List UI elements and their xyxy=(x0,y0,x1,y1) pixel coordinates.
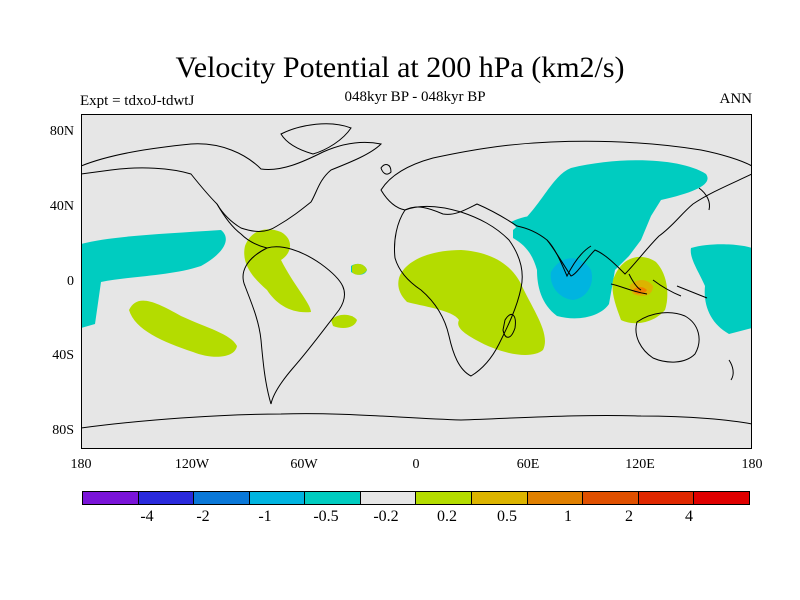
lon-label-0: 0 xyxy=(412,457,420,472)
coastline-north-america xyxy=(81,141,383,232)
colorbar-label: -1 xyxy=(258,508,272,525)
colorbar-swatch xyxy=(694,492,749,504)
colorbar-swatch xyxy=(472,492,528,504)
lon-label-60e: 60E xyxy=(516,457,540,472)
lon-label-180w: 180 xyxy=(70,457,92,472)
coastline-south-america xyxy=(242,246,345,405)
lat-label-80n: 80N xyxy=(49,124,74,139)
contour-strong-negative-indian-ocean xyxy=(550,258,593,300)
lat-label-80s: 80S xyxy=(52,423,74,438)
colorbar-swatch xyxy=(305,492,361,504)
colorbar-swatch xyxy=(360,492,417,504)
lon-label-120w: 120W xyxy=(174,457,210,472)
lat-label-0: 0 xyxy=(67,274,74,289)
colorbar-swatch xyxy=(638,492,695,504)
experiment-label: Expt = tdxoJ-tdwtJ xyxy=(80,93,195,109)
chart-subtitle: 048kyr BP - 048kyr BP xyxy=(344,89,486,105)
coastline-greenland xyxy=(280,123,352,155)
lon-label-180e: 180 xyxy=(741,457,763,472)
coastline-central-america xyxy=(216,203,268,249)
colorbar-label: 0.2 xyxy=(437,508,457,525)
contour-negative-east-pacific xyxy=(81,230,226,328)
coastline-eurasia xyxy=(380,140,752,277)
colorbar-label: -4 xyxy=(140,508,154,525)
colorbar-swatch xyxy=(249,492,306,504)
coastline-new-zealand xyxy=(728,359,734,381)
contour-fills xyxy=(81,160,752,357)
contour-positive-africa xyxy=(398,250,545,355)
colorbar-label: 4 xyxy=(685,508,693,525)
colorbar-label: -2 xyxy=(196,508,210,525)
colorbar-swatch xyxy=(83,492,139,504)
colorbar-label: 1 xyxy=(564,508,572,525)
contour-negative-west-pacific-east xyxy=(690,244,752,334)
contour-positive-caribbean-amazon xyxy=(244,229,311,313)
contour-strong-positive-indonesia xyxy=(633,287,647,294)
coastline-antarctica xyxy=(81,413,752,429)
contour-positive-east-pacific-small xyxy=(352,263,367,275)
lon-label-120e: 120E xyxy=(625,457,655,472)
lat-label-40n: 40N xyxy=(49,199,74,214)
coastline-indonesia xyxy=(610,273,708,299)
colorbar-swatch xyxy=(138,492,195,504)
coastline-british-isles xyxy=(380,164,392,175)
map-frame xyxy=(81,114,752,449)
lat-label-40s: 40S xyxy=(52,348,74,363)
colorbar-swatch xyxy=(416,492,473,504)
colorbar xyxy=(82,491,750,505)
contour-negative-arabian-sea xyxy=(511,215,556,230)
coastline-africa xyxy=(394,205,523,377)
colorbar-label: -0.2 xyxy=(373,508,399,525)
colorbar-label: 2 xyxy=(625,508,633,525)
contour-positive-south-pacific xyxy=(129,300,237,357)
coastline-india xyxy=(546,239,592,278)
colorbar-swatch xyxy=(527,492,584,504)
world-map xyxy=(81,114,752,449)
coastlines xyxy=(81,123,752,429)
chart-title: Velocity Potential at 200 hPa (km2/s) xyxy=(175,51,625,84)
lon-label-60w: 60W xyxy=(290,457,318,472)
coastline-japan xyxy=(698,187,710,211)
coastline-australia xyxy=(635,312,700,363)
coastline-madagascar xyxy=(502,313,516,338)
contour-positive-south-atlantic xyxy=(331,314,357,328)
colorbar-swatch xyxy=(194,492,250,504)
map-panel xyxy=(81,114,752,449)
colorbar-swatch xyxy=(583,492,639,504)
season-label: ANN xyxy=(719,91,753,107)
colorbar-label: -0.5 xyxy=(313,508,339,525)
colorbar-label: 0.5 xyxy=(497,508,517,525)
